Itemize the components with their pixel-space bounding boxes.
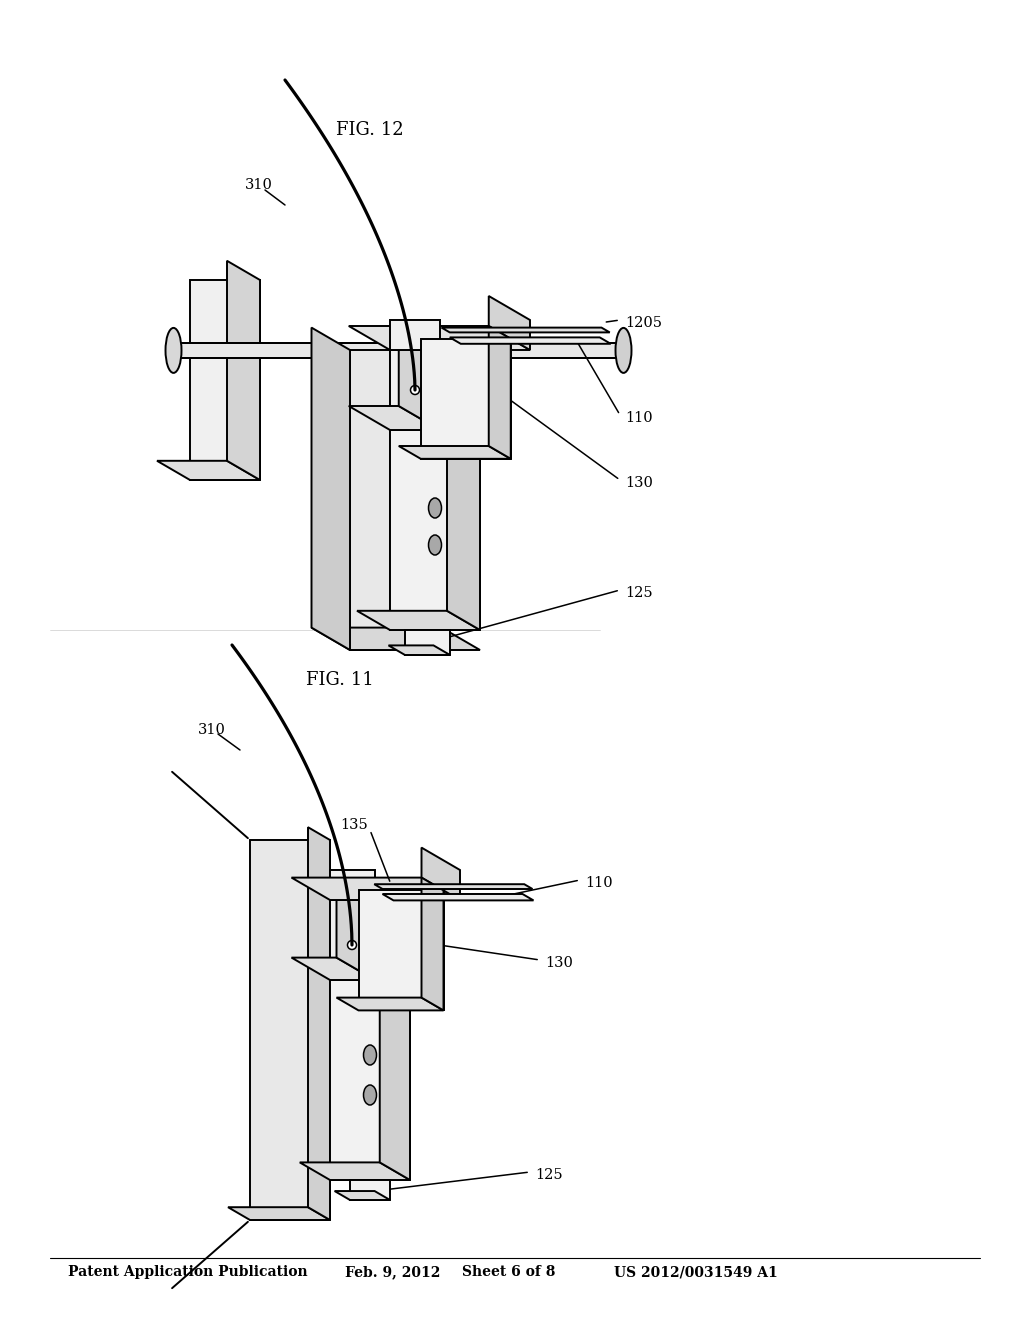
- Polygon shape: [337, 878, 375, 979]
- Text: 310: 310: [245, 178, 272, 191]
- Polygon shape: [380, 923, 410, 1180]
- Text: 135: 135: [432, 350, 460, 364]
- Ellipse shape: [411, 385, 420, 395]
- Polygon shape: [390, 380, 480, 630]
- Text: 310: 310: [198, 723, 226, 737]
- Polygon shape: [357, 611, 480, 630]
- Text: 135: 135: [340, 818, 368, 832]
- Polygon shape: [390, 350, 440, 430]
- Polygon shape: [300, 1163, 410, 1180]
- Polygon shape: [190, 280, 260, 480]
- Polygon shape: [292, 878, 460, 900]
- Text: Sheet 6 of 8: Sheet 6 of 8: [462, 1265, 555, 1279]
- Text: US 2012/0031549 A1: US 2012/0031549 A1: [614, 1265, 778, 1279]
- Polygon shape: [488, 326, 511, 459]
- Text: 125: 125: [535, 1168, 562, 1181]
- Polygon shape: [337, 998, 443, 1010]
- Polygon shape: [228, 1208, 330, 1220]
- Polygon shape: [335, 1191, 390, 1200]
- Polygon shape: [311, 327, 350, 649]
- Polygon shape: [488, 296, 530, 350]
- Text: 1205: 1205: [625, 315, 662, 330]
- Polygon shape: [374, 884, 532, 888]
- Text: Patent Application Publication: Patent Application Publication: [68, 1265, 307, 1279]
- Polygon shape: [157, 461, 260, 480]
- Text: FIG. 11: FIG. 11: [306, 671, 374, 689]
- Polygon shape: [383, 894, 534, 900]
- Text: Feb. 9, 2012: Feb. 9, 2012: [345, 1265, 440, 1279]
- Ellipse shape: [364, 1085, 377, 1105]
- Polygon shape: [350, 1180, 390, 1200]
- Polygon shape: [292, 957, 375, 979]
- Polygon shape: [358, 891, 443, 1010]
- Polygon shape: [330, 940, 410, 1180]
- Ellipse shape: [428, 535, 441, 554]
- Ellipse shape: [615, 327, 632, 372]
- Text: 125: 125: [625, 586, 652, 601]
- Polygon shape: [330, 870, 375, 900]
- Polygon shape: [447, 360, 480, 630]
- Polygon shape: [398, 326, 440, 430]
- Polygon shape: [308, 828, 330, 1220]
- Polygon shape: [422, 847, 460, 900]
- Ellipse shape: [166, 327, 181, 372]
- Polygon shape: [350, 350, 390, 649]
- Polygon shape: [311, 627, 480, 649]
- Polygon shape: [349, 326, 530, 350]
- Polygon shape: [330, 900, 375, 979]
- Polygon shape: [450, 338, 610, 343]
- Polygon shape: [349, 407, 440, 430]
- Polygon shape: [388, 645, 450, 655]
- Polygon shape: [250, 840, 330, 1220]
- Text: 130: 130: [625, 477, 653, 490]
- Polygon shape: [441, 327, 609, 333]
- Polygon shape: [173, 343, 624, 358]
- Ellipse shape: [364, 1045, 377, 1065]
- Polygon shape: [390, 319, 440, 350]
- Ellipse shape: [347, 940, 356, 949]
- Polygon shape: [227, 261, 260, 480]
- Text: 130: 130: [545, 956, 572, 970]
- Text: FIG. 12: FIG. 12: [336, 121, 403, 139]
- Ellipse shape: [428, 498, 441, 517]
- Polygon shape: [406, 630, 450, 655]
- Text: 110: 110: [585, 876, 612, 890]
- Polygon shape: [421, 339, 511, 459]
- Text: 110: 110: [625, 411, 652, 425]
- Polygon shape: [422, 878, 443, 1010]
- Polygon shape: [398, 446, 511, 459]
